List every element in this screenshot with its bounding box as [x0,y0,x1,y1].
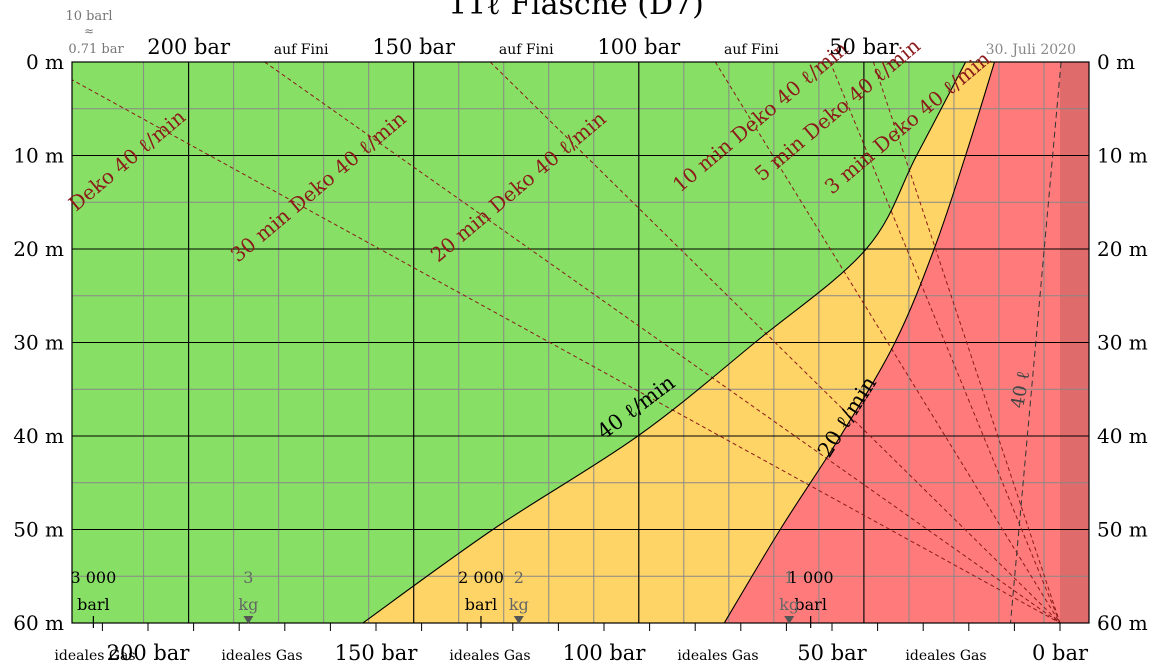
deco-line [714,62,1061,623]
bottom-tick-label: 100 bar [563,641,647,665]
top-tick-label: 50 bar [829,35,899,59]
chart-date: 30. Juli 2020 [986,42,1076,58]
y-tick-label-right: 20 m [1097,237,1148,261]
top-tick-label: 100 bar [597,35,681,59]
bottom-between-label: ideales Gas [677,648,758,664]
labels-layer: 11ℓ Flasche (D7) 30. Juli 2020 10 barl≈0.7… [13,0,1148,665]
volume-unit: barl [794,595,827,614]
deco-line [872,62,1061,623]
y-tick-label-left: 0 m [26,50,64,74]
mass-unit: kg [509,595,529,614]
corner-approx: ≈ [84,24,94,38]
volume-unit: barl [465,595,498,614]
top-tick-label: 150 bar [372,35,456,59]
chart-title: 11ℓ Flasche (D7) [448,0,704,22]
y-tick-label-right: 10 m [1097,144,1148,168]
y-tick-label-right: 0 m [1097,50,1135,74]
bottom-between-label: ideales Gas [54,648,135,664]
y-tick-label-left: 20 m [13,237,64,261]
mass-number: 2 [514,568,524,587]
volume-number: 2 000 [458,568,504,587]
mass-number: 1 [784,568,794,587]
bottom-tick-label: 50 bar [797,641,867,665]
corner-lower: 0.71 bar [68,42,124,57]
y-tick-label-left: 10 m [13,144,64,168]
y-tick-label-right: 40 m [1097,424,1148,448]
bottom-between-label: ideales Gas [221,648,302,664]
bottom-tick-label: 0 bar [1032,641,1089,665]
bottom-tick-label: 150 bar [335,641,419,665]
volume-unit: barl [77,595,110,614]
mass-unit: kg [238,595,258,614]
top-between-label: auf Fini [499,42,554,58]
deco-line [829,62,1061,623]
top-between-label: auf Fini [724,42,779,58]
y-tick-label-left: 40 m [13,424,64,448]
mass-marker [243,616,254,624]
volume-number: 3 000 [70,568,116,587]
y-tick-label-right: 60 m [1097,611,1148,635]
deco-line [72,79,1061,623]
y-tick-label-right: 50 m [1097,518,1148,542]
plot-frame [71,61,1090,624]
mass-marker [784,616,795,624]
bottom-between-label: ideales Gas [905,648,986,664]
bottom-between-label: ideales Gas [449,648,530,664]
y-tick-label-left: 60 m [13,611,64,635]
corner-upper: 10 barl [65,9,112,24]
curve-40-l-min [362,62,967,623]
bottom-tick-label: 200 bar [107,641,191,665]
curve-20-l-min [723,62,996,623]
y-tick-label-left: 30 m [13,331,64,355]
volume-number: 1 000 [788,568,834,587]
y-tick-label-right: 30 m [1097,331,1148,355]
mass-marker [513,616,524,624]
grid-layer [72,62,1089,623]
line-40-l [1009,62,1062,623]
deco-line [489,62,1061,623]
top-tick-label: 200 bar [147,35,231,59]
y-tick-label-left: 50 m [13,518,64,542]
top-between-label: auf Fini [274,42,329,58]
mass-number: 3 [243,568,253,587]
curves-layer [72,62,1062,623]
deco-line [264,62,1061,623]
mass-unit: kg [779,595,799,614]
